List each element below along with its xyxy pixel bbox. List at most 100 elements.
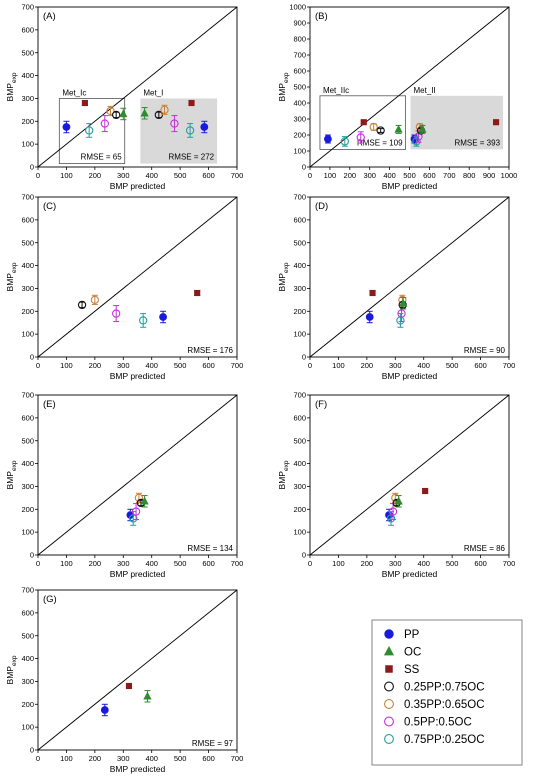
y-tick-label: 0 xyxy=(30,353,34,362)
x-axis-label: BMP predicted xyxy=(110,764,166,774)
data-point xyxy=(396,313,405,328)
chart-panel: 0 100 200 300 400 500 600 700 0 100 200 300 400 500 60… xyxy=(5,391,243,579)
marker-oc xyxy=(394,124,403,133)
x-tick-label: 400 xyxy=(417,559,430,568)
x-tick-label: 100 xyxy=(332,361,345,370)
y-axis-label-main: BMP xyxy=(5,666,15,685)
x-tick-label: 100 xyxy=(60,754,73,763)
marker-oc xyxy=(140,496,149,505)
y-tick-label: 700 xyxy=(293,51,306,60)
marker-ss xyxy=(194,289,201,297)
data-point xyxy=(170,115,179,133)
y-tick-label: 700 xyxy=(21,586,34,595)
y-axis-label-sub: exp xyxy=(283,72,290,83)
x-tick-label: 400 xyxy=(417,361,430,370)
x-tick-label: 200 xyxy=(89,559,102,568)
rmse-label: RMSE = 90 xyxy=(464,346,506,355)
y-tick-label: 600 xyxy=(21,413,34,422)
y-tick-label: 500 xyxy=(293,238,306,247)
x-tick-label: 400 xyxy=(145,171,158,180)
y-tick-label: 0 xyxy=(30,163,34,172)
marker-0-5pp-0-5oc xyxy=(397,309,406,318)
y-tick-label: 400 xyxy=(21,459,34,468)
marker-pp xyxy=(200,123,209,131)
y-tick-label: 600 xyxy=(293,413,306,422)
x-tick-label: 500 xyxy=(174,754,187,763)
x-tick-label: 100 xyxy=(60,361,73,370)
legend-label: OC xyxy=(404,647,421,659)
plot-frame xyxy=(37,6,238,168)
data-point xyxy=(324,134,332,144)
data-point xyxy=(85,123,94,138)
y-tick-label: 700 xyxy=(293,193,306,202)
marker-0-35pp-0-65oc xyxy=(90,295,100,305)
legend-label: PP xyxy=(404,629,420,641)
y-tick-label: 600 xyxy=(293,215,306,224)
x-tick-label: 700 xyxy=(231,171,244,180)
x-tick-label: 700 xyxy=(231,361,244,370)
y-axis-label: BMPexp xyxy=(277,262,290,291)
data-point xyxy=(131,503,141,521)
rmse-label: RMSE = 176 xyxy=(187,346,233,355)
data-point xyxy=(360,119,367,126)
data-point xyxy=(418,124,427,134)
marker-0-5pp-0-5oc xyxy=(131,507,141,516)
rmse-label: RMSE = 272 xyxy=(169,153,215,162)
x-tick-label: 900 xyxy=(483,171,496,180)
legend-label: 0.5PP:0.5OC xyxy=(404,717,472,729)
y-tick-label: 300 xyxy=(21,677,34,686)
x-tick-label: 200 xyxy=(89,361,102,370)
marker-0-75pp-0-25oc xyxy=(129,514,138,523)
y-tick-label: 500 xyxy=(293,83,306,92)
marker-oc xyxy=(143,691,152,700)
y-tick-label: 500 xyxy=(21,631,34,640)
x-tick-label: 500 xyxy=(174,171,187,180)
y-tick-label: 300 xyxy=(21,284,34,293)
y-axis-label-main: BMP xyxy=(277,273,287,292)
y-tick-label: 500 xyxy=(293,436,306,445)
x-tick-label: 500 xyxy=(174,559,187,568)
y-axis-label-sub: exp xyxy=(11,655,18,666)
y-tick-label: 300 xyxy=(293,115,306,124)
x-tick-label: 0 xyxy=(308,361,312,370)
marker-0-25pp-0-75oc xyxy=(112,110,121,120)
marker-pp xyxy=(62,123,71,131)
group-box xyxy=(319,95,406,150)
marker-0-75pp-0-25oc xyxy=(384,734,394,744)
identity-line xyxy=(309,6,510,168)
marker-ss xyxy=(125,682,133,690)
y-axis-label-main: BMP xyxy=(277,471,287,490)
data-point xyxy=(100,703,109,717)
legend-item: 0.75PP:0.25OC xyxy=(384,734,485,746)
identity-line xyxy=(37,589,238,751)
y-tick-label: 200 xyxy=(21,700,34,709)
y-tick-label: 200 xyxy=(21,505,34,514)
x-tick-label: 600 xyxy=(202,171,215,180)
y-tick-label: 0 xyxy=(302,551,306,560)
x-tick-label: 100 xyxy=(324,171,337,180)
y-tick-label: 500 xyxy=(21,48,34,57)
marker-0-35pp-0-65oc xyxy=(106,106,115,116)
y-tick-label: 300 xyxy=(293,284,306,293)
marker-ss xyxy=(422,487,429,495)
marker-0-5pp-0-5oc xyxy=(388,507,398,516)
group-label: Met_IIc xyxy=(323,86,349,95)
plot-frame xyxy=(309,394,510,556)
group-box xyxy=(58,98,126,164)
data-point xyxy=(185,123,195,138)
y-tick-label: 600 xyxy=(21,25,34,34)
x-tick-label: 500 xyxy=(174,361,187,370)
marker-ss xyxy=(493,119,500,126)
y-tick-label: 1000 xyxy=(289,3,306,12)
panel-label: (A) xyxy=(43,11,56,22)
marker-pp xyxy=(365,313,374,321)
chart-panel: Met_IIc RMSE = 109 Met_II RMSE = 393 0 100 200… xyxy=(277,3,517,191)
data-point xyxy=(140,495,149,508)
x-tick-label: 700 xyxy=(503,361,516,370)
x-axis-label: BMP predicted xyxy=(110,569,166,579)
y-tick-label: 500 xyxy=(21,436,34,445)
marker-0-75pp-0-25oc xyxy=(139,316,148,325)
y-tick-label: 400 xyxy=(21,261,34,270)
x-tick-label: 100 xyxy=(332,559,345,568)
data-point xyxy=(422,487,429,495)
